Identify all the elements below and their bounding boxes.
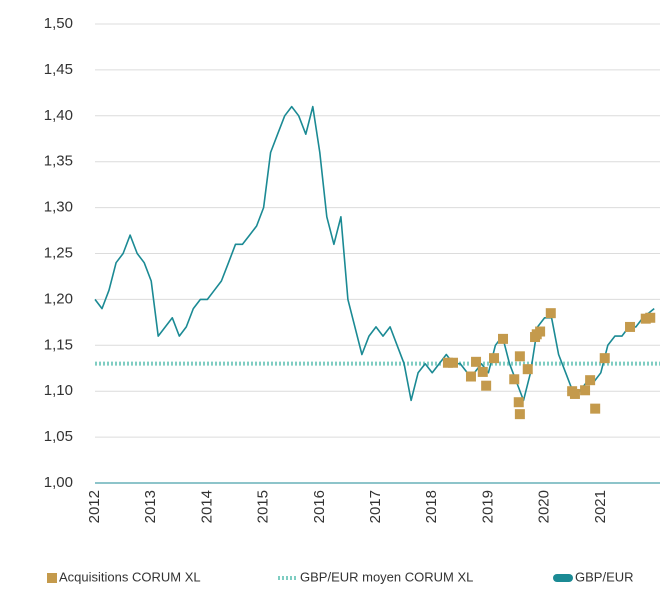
y-tick-label: 1,10 [44, 382, 73, 399]
acquisition-point [514, 351, 525, 362]
y-tick-label: 1,30 [44, 199, 73, 216]
acquisition-point [477, 366, 488, 377]
acquisition-point [580, 385, 591, 396]
x-tick-label: 2019 [479, 490, 496, 523]
y-tick-label: 1,45 [44, 61, 73, 78]
x-tick-label: 2018 [423, 490, 440, 523]
gbp-eur-line [94, 105, 655, 402]
acquisition-point [590, 403, 601, 414]
y-tick-label: 1,00 [44, 474, 73, 491]
x-tick-label: 2012 [86, 490, 103, 523]
y-tick-label: 1,05 [44, 428, 73, 445]
acquisition-point [489, 353, 500, 364]
acquisition-point [465, 371, 476, 382]
legend-label: GBP/EUR [575, 569, 634, 584]
acquisition-point [535, 326, 546, 337]
x-tick-label: 2013 [142, 490, 159, 523]
legend-label: GBP/EUR moyen CORUM XL [300, 569, 473, 584]
acquisition-point [498, 333, 509, 344]
x-tick-label: 2016 [311, 490, 328, 523]
acquisition-point [569, 388, 580, 399]
x-tick-label: 2017 [367, 490, 384, 523]
legend-swatch [553, 574, 573, 582]
x-tick-label: 2020 [536, 490, 553, 523]
legend-swatch [47, 573, 57, 583]
acquisition-point [585, 375, 596, 386]
y-tick-label: 1,50 [44, 15, 73, 32]
legend: Acquisitions CORUM XL GBP/EUR moyen CORUM… [47, 569, 634, 584]
acquisition-point [447, 357, 458, 368]
acquisition-point [509, 374, 520, 385]
acquisition-point [545, 308, 556, 319]
legend-label: Acquisitions CORUM XL [59, 569, 201, 584]
acquisition-point [645, 312, 656, 323]
x-tick-label: 2021 [592, 490, 609, 523]
acquisition-point [625, 321, 636, 332]
y-tick-label: 1,40 [44, 107, 73, 124]
acquisition-point [522, 364, 533, 375]
acquisition-point [513, 397, 524, 408]
acquisition-point [599, 353, 610, 364]
x-tick-label: 2015 [255, 490, 272, 523]
acquisition-point [514, 409, 525, 420]
y-tick-label: 1,25 [44, 244, 73, 261]
y-tick-label: 1,15 [44, 336, 73, 353]
y-tick-label: 1,35 [44, 153, 73, 170]
acquisition-point [481, 380, 492, 391]
x-tick-label: 2014 [198, 490, 215, 523]
y-tick-label: 1,20 [44, 290, 73, 307]
acquisition-point [442, 357, 453, 368]
acquisition-point [471, 356, 482, 367]
